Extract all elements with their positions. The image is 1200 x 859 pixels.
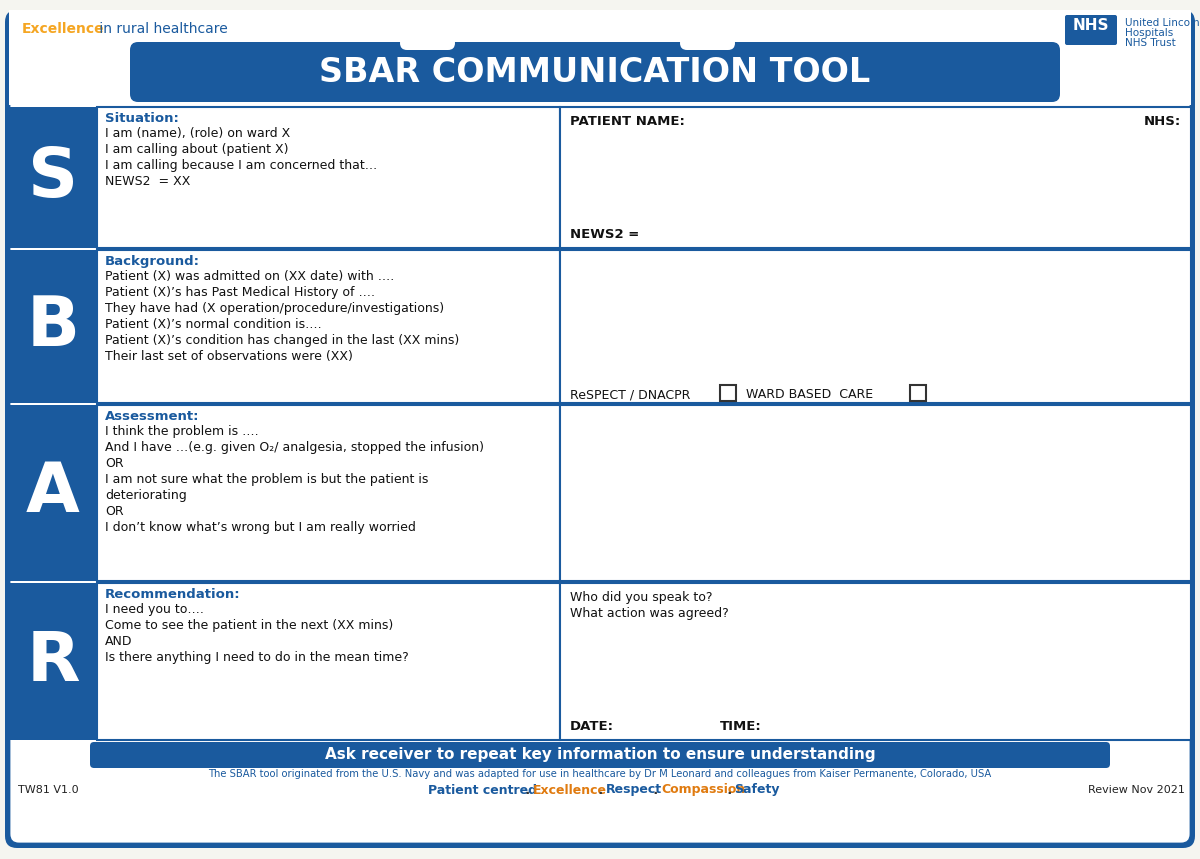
Text: in rural healthcare: in rural healthcare — [95, 22, 228, 36]
Bar — [560, 583, 1190, 740]
FancyBboxPatch shape — [1066, 15, 1117, 45]
Text: Patient centred: Patient centred — [428, 783, 538, 796]
Text: TW81 V1.0: TW81 V1.0 — [18, 785, 79, 795]
Text: United Lincolnshire: United Lincolnshire — [1126, 18, 1200, 28]
Bar — [10, 405, 97, 581]
Text: S: S — [28, 144, 78, 211]
Text: Situation:: Situation: — [106, 112, 179, 125]
Text: Hospitals: Hospitals — [1126, 28, 1174, 38]
Text: B: B — [26, 293, 79, 360]
Text: I am calling because I am concerned that…: I am calling because I am concerned that… — [106, 159, 377, 172]
Text: TIME:: TIME: — [720, 720, 762, 733]
FancyBboxPatch shape — [90, 742, 1110, 768]
Bar — [97, 250, 560, 403]
Text: OR: OR — [106, 505, 124, 518]
Bar — [97, 583, 560, 740]
Bar — [560, 405, 1190, 581]
Text: Recommendation:: Recommendation: — [106, 588, 241, 601]
FancyBboxPatch shape — [680, 36, 734, 50]
Text: Their last set of observations were (XX): Their last set of observations were (XX) — [106, 350, 353, 363]
Text: .: . — [521, 783, 534, 796]
Text: I am (name), (role) on ward X: I am (name), (role) on ward X — [106, 127, 290, 140]
Text: Review Nov 2021: Review Nov 2021 — [1088, 785, 1186, 795]
Text: Excellence: Excellence — [22, 22, 104, 36]
Text: ReSPECT / DNACPR: ReSPECT / DNACPR — [570, 388, 690, 401]
Text: SBAR COMMUNICATION TOOL: SBAR COMMUNICATION TOOL — [319, 56, 871, 88]
Bar — [560, 107, 1190, 248]
Text: Patient (X)’s has Past Medical History of ….: Patient (X)’s has Past Medical History o… — [106, 286, 374, 299]
Text: deteriorating: deteriorating — [106, 489, 187, 502]
FancyBboxPatch shape — [400, 36, 455, 50]
Text: Respect: Respect — [606, 783, 662, 796]
Text: NHS Trust: NHS Trust — [1126, 38, 1176, 48]
Text: A: A — [26, 460, 80, 527]
Text: AND: AND — [106, 635, 132, 648]
Text: PATIENT NAME:: PATIENT NAME: — [570, 115, 685, 128]
Text: Excellence: Excellence — [533, 783, 607, 796]
Bar — [10, 583, 97, 740]
Text: NHS:: NHS: — [1144, 115, 1181, 128]
Text: NEWS2 =: NEWS2 = — [570, 228, 640, 241]
Text: Patient (X) was admitted on (XX date) with ….: Patient (X) was admitted on (XX date) wi… — [106, 270, 395, 283]
Bar — [10, 10, 1190, 105]
FancyBboxPatch shape — [5, 10, 1195, 848]
Text: R: R — [26, 628, 80, 695]
Text: I am calling about (patient X): I am calling about (patient X) — [106, 143, 288, 156]
Text: I think the problem is ….: I think the problem is …. — [106, 425, 259, 438]
Text: Ask receiver to repeat key information to ensure understanding: Ask receiver to repeat key information t… — [325, 747, 875, 763]
Text: I am not sure what the problem is but the patient is: I am not sure what the problem is but th… — [106, 473, 428, 486]
Bar — [10, 250, 97, 403]
Text: Safety: Safety — [734, 783, 780, 796]
Bar — [10, 107, 97, 248]
Text: Patient (X)’s condition has changed in the last (XX mins): Patient (X)’s condition has changed in t… — [106, 334, 460, 347]
FancyBboxPatch shape — [10, 14, 1190, 844]
Bar — [560, 250, 1190, 403]
Text: NHS: NHS — [1073, 18, 1109, 33]
Bar — [720, 385, 736, 401]
FancyBboxPatch shape — [130, 42, 1060, 102]
Bar — [910, 385, 926, 401]
Text: .: . — [594, 783, 608, 796]
Text: The SBAR tool originated from the U.S. Navy and was adapted for use in healthcar: The SBAR tool originated from the U.S. N… — [209, 769, 991, 779]
Text: .: . — [649, 783, 662, 796]
Text: I need you to….: I need you to…. — [106, 603, 204, 616]
Text: I don’t know what’s wrong but I am really worried: I don’t know what’s wrong but I am reall… — [106, 521, 416, 534]
Text: Background:: Background: — [106, 255, 200, 268]
Text: .: . — [722, 783, 737, 796]
Text: NEWS2  = XX: NEWS2 = XX — [106, 175, 191, 188]
Text: What action was agreed?: What action was agreed? — [570, 607, 728, 620]
Text: WARD BASED  CARE: WARD BASED CARE — [746, 388, 874, 401]
Text: Assessment:: Assessment: — [106, 410, 199, 423]
Text: Who did you speak to?: Who did you speak to? — [570, 591, 713, 604]
Bar — [97, 405, 560, 581]
Text: Is there anything I need to do in the mean time?: Is there anything I need to do in the me… — [106, 651, 409, 664]
Text: They have had (X operation/procedure/investigations): They have had (X operation/procedure/inv… — [106, 302, 444, 315]
Text: DATE:: DATE: — [570, 720, 614, 733]
Text: Come to see the patient in the next (XX mins): Come to see the patient in the next (XX … — [106, 619, 394, 632]
Text: Patient (X)’s normal condition is….: Patient (X)’s normal condition is…. — [106, 318, 322, 331]
Text: Compassion: Compassion — [661, 783, 745, 796]
Bar — [97, 107, 560, 248]
Text: And I have …(e.g. given O₂/ analgesia, stopped the infusion): And I have …(e.g. given O₂/ analgesia, s… — [106, 441, 484, 454]
Text: OR: OR — [106, 457, 124, 470]
